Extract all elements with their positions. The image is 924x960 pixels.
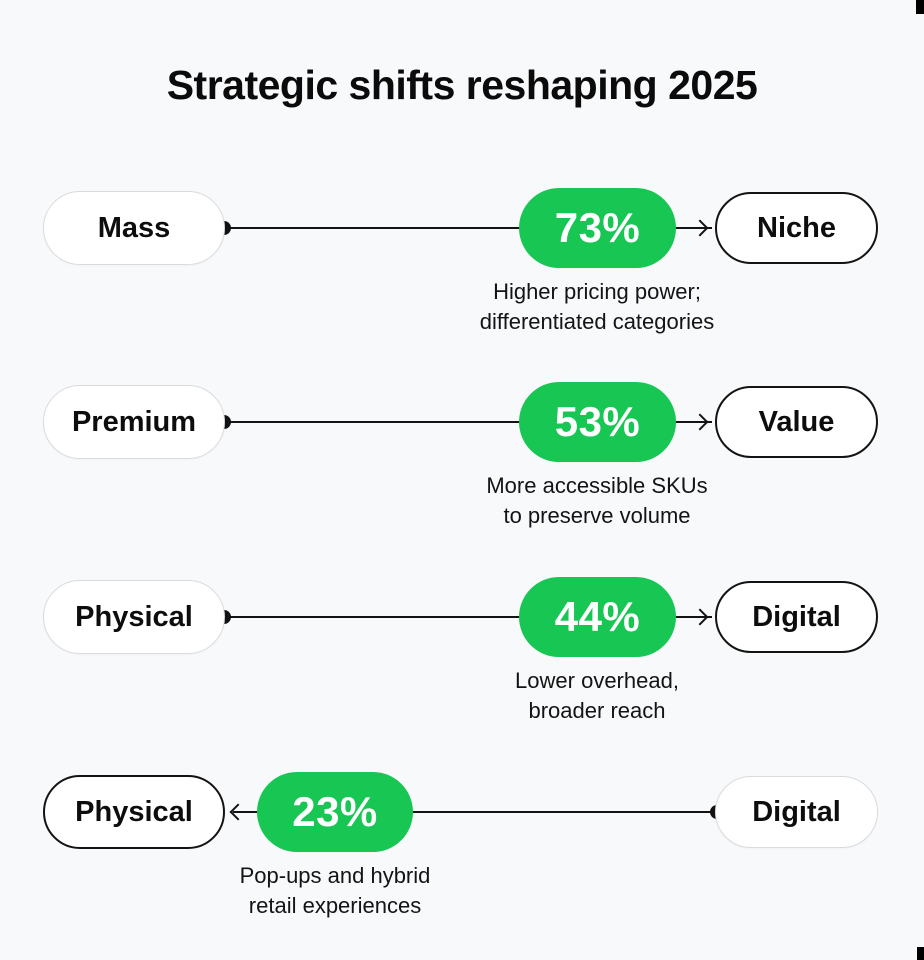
pill-source: Premium [43,385,225,459]
connector-line [224,421,712,423]
description-line-1: More accessible SKUs [486,473,708,498]
pill-destination: Digital [715,581,878,653]
percent-value: 44% [554,593,641,640]
pill-destination: Niche [715,192,878,264]
connector-line [233,811,718,813]
arrowhead-icon [229,803,247,821]
pill-source-label: Physical [75,600,193,633]
page-title: Strategic shifts reshaping 2025 [166,62,758,108]
shift-description: More accessible SKUs to preserve volume [397,471,797,531]
pill-destination-label: Value [758,405,835,438]
shift-row-physical-to-digital: Physical 44% Digital Lower overhead, bro… [0,577,924,723]
connector-line [224,616,712,618]
description-line-1: Pop-ups and hybrid [239,863,431,888]
pill-destination-label: Physical [75,795,193,828]
arrowhead-icon [691,219,709,237]
description-line-2: broader reach [528,698,666,723]
pill-destination: Value [715,386,878,458]
shift-description: Lower overhead, broader reach [397,666,797,726]
pill-destination-label: Niche [757,211,836,244]
shift-description: Higher pricing power; differentiated cat… [397,277,797,337]
pill-source: Digital [715,776,878,848]
screen-edge-artifact-bottom-right [917,947,924,960]
percent-value: 73% [554,204,641,251]
description-line-2: to preserve volume [503,503,691,528]
arrowhead-icon [691,608,709,626]
percent-badge: 23% [257,772,413,852]
description-line-1: Higher pricing power; [493,279,701,304]
shift-row-digital-to-physical: Physical 23% Digital Pop-ups and hybrid … [0,772,924,918]
percent-badge: 53% [519,382,676,462]
pill-source-label: Mass [97,211,171,244]
shift-row-premium-to-value: Premium 53% Value More accessible SKUs t… [0,382,924,528]
pill-destination-label: Digital [752,600,841,633]
description-line-2: differentiated categories [479,309,715,334]
screen-edge-artifact-top-right [916,0,924,14]
percent-badge: 73% [519,188,676,268]
percent-value: 53% [554,398,641,445]
percent-value: 23% [292,788,378,835]
shift-row-mass-to-niche: Mass 73% Niche Higher pricing power; dif… [0,188,924,334]
description-line-2: retail experiences [248,893,422,918]
percent-badge: 44% [519,577,676,657]
pill-source: Physical [43,580,225,654]
arrowhead-icon [691,413,709,431]
pill-source-label: Premium [71,405,197,438]
pill-destination: Physical [43,775,225,849]
shift-description: Pop-ups and hybrid retail experiences [135,861,535,921]
pill-source-label: Digital [752,795,841,828]
description-line-1: Lower overhead, [515,668,679,693]
pill-source: Mass [43,191,225,265]
connector-line [224,227,712,229]
